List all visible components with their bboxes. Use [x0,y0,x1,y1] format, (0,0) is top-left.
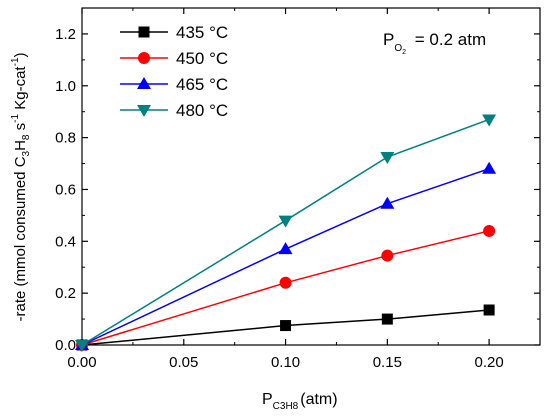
legend-item: 465 °C [120,75,228,94]
x-tick-label: 0.15 [373,354,402,371]
series-3 [75,114,497,352]
y-tick-label: 0.2 [55,285,76,302]
data-point [278,215,293,228]
series-line [81,118,490,346]
legend-marker [138,26,150,38]
data-point [280,320,292,332]
data-point [482,161,497,174]
legend-label: 465 °C [176,75,228,94]
data-point [483,304,495,316]
data-point [279,276,292,289]
data-point [278,242,293,255]
legend-item: 480 °C [120,101,228,120]
axis-ticks: 0.00 0.05 0.10 0.15 0.20 0.0 0.2 0.4 0.6 0.8 1.0 1.… [55,7,541,371]
y-tick-label: 0.8 [55,130,76,147]
data-point [380,196,395,209]
legend-label: 480 °C [176,101,228,120]
legend-marker [137,105,151,117]
data-point [381,249,394,262]
x-tick-label: 0.05 [169,354,198,371]
plot-frame [81,7,541,346]
legend: 435 °C 450 °C 465 °C 480 °C [120,23,228,120]
series-line [81,230,490,346]
data-point [381,313,393,325]
annotation-po2: PO2 = 0.2 atm [383,30,486,56]
y-tick-label: 1.0 [55,78,76,95]
data-point [482,114,497,127]
legend-marker [137,77,151,89]
x-tick-label: 0.20 [475,354,504,371]
data-point [380,152,395,165]
data-point [483,224,496,237]
y-tick-label: 0.0 [55,337,76,354]
x-axis-label: PC3H8 (atm) [262,391,338,412]
x-tick-label: 0.00 [67,354,96,371]
y-tick-label: 0.4 [55,233,76,250]
y-axis-label: -rate (mmol consumed C3H8 s-1 Kg-cat-1) [10,52,32,321]
legend-marker [138,52,150,64]
data-point [75,340,89,352]
legend-item: 450 °C [120,49,228,68]
legend-label: 450 °C [176,49,228,68]
series-2 [75,161,497,350]
series-group [75,114,497,352]
series-line [81,309,490,346]
legend-label: 435 °C [176,23,228,42]
legend-item: 435 °C [120,23,228,42]
series-line [81,168,490,346]
y-tick-label: 0.6 [55,181,76,198]
y-tick-label: 1.2 [55,26,76,43]
x-tick-label: 0.10 [271,354,300,371]
